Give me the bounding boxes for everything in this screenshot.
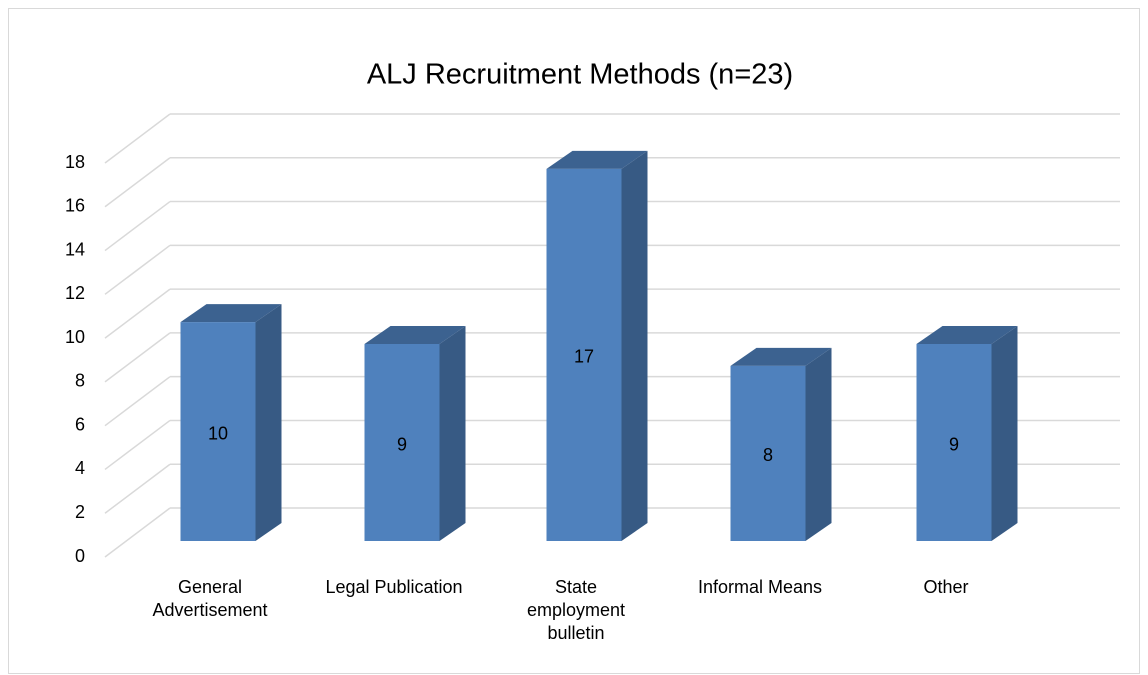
bar-top [730, 347, 832, 366]
grid-line-side [104, 507, 171, 558]
y-tick-label: 2 [75, 502, 85, 522]
x-tick-label: Other [923, 577, 969, 597]
bar [546, 168, 622, 541]
bar [916, 344, 992, 541]
bar-top [180, 304, 282, 323]
y-tick-label: 6 [75, 414, 85, 434]
data-label: 9 [397, 434, 407, 454]
y-tick-label: 18 [65, 152, 85, 172]
bar-side [439, 326, 466, 541]
y-tick-label: 8 [75, 371, 85, 391]
chart-title: ALJ Recruitment Methods (n=23) [367, 59, 793, 91]
bar [180, 322, 256, 541]
x-tick-label: Legal Publication [325, 577, 463, 597]
y-tick-label: 4 [75, 458, 85, 478]
y-tick-label: 14 [65, 239, 85, 259]
y-tick-label: 16 [65, 196, 85, 216]
bar-side [991, 326, 1018, 541]
data-label: 9 [949, 434, 959, 454]
bar-top [916, 326, 1018, 344]
x-tick-label: Informal Means [697, 577, 823, 597]
grid-line-side [104, 419, 171, 471]
data-label: 10 [208, 423, 228, 443]
grid-line-side [104, 157, 171, 208]
bar [364, 344, 440, 541]
x-tick-label: General Advertisement [152, 577, 268, 620]
bar-side [255, 304, 282, 541]
grid-line-side [104, 244, 171, 295]
data-label: 8 [763, 445, 773, 465]
x-tick-label: State employment bulletin [526, 577, 626, 643]
grid-line-side [104, 376, 171, 427]
y-tick-label: 12 [65, 283, 85, 303]
grid-line-side [104, 113, 171, 164]
grid-line-side [104, 288, 171, 339]
data-label: 17 [574, 347, 594, 367]
bar-side [621, 150, 648, 541]
bar [730, 365, 806, 541]
y-tick-label: 0 [75, 546, 85, 566]
bar-side [805, 347, 832, 541]
bar-top [546, 150, 648, 169]
y-tick-label: 10 [65, 327, 85, 347]
grid-line-side [104, 332, 171, 383]
grid-line-side [104, 200, 171, 252]
bar-top [364, 326, 466, 344]
grid-line-side [104, 463, 171, 514]
